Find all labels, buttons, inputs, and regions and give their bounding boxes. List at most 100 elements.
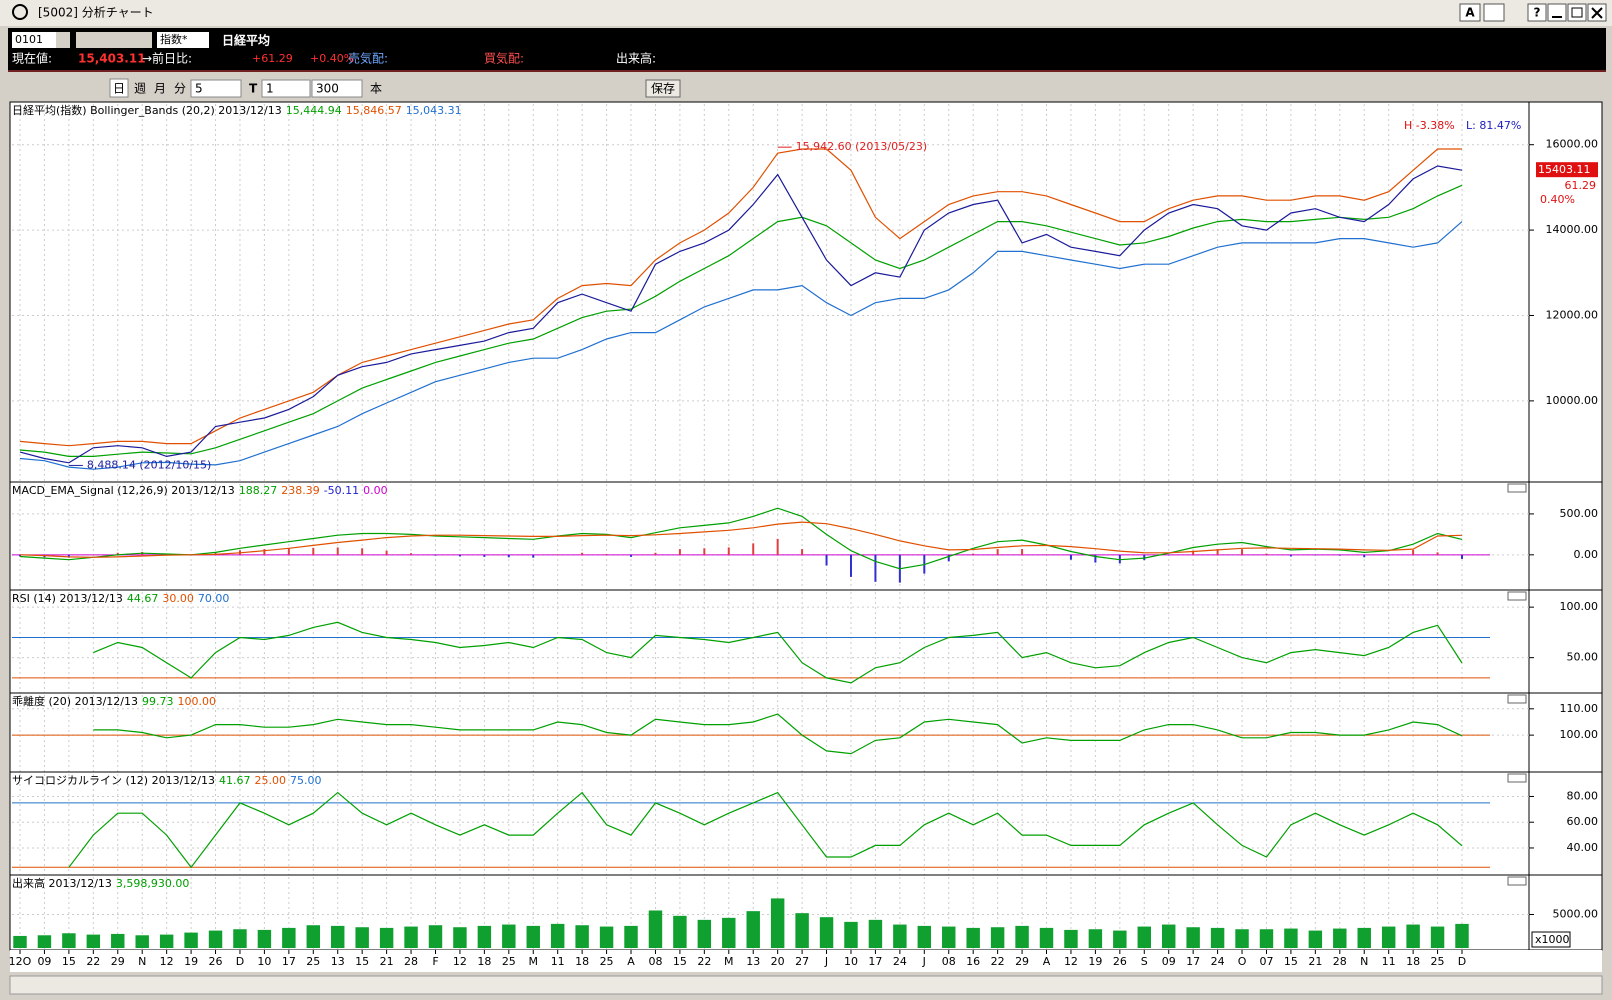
copy-button[interactable] xyxy=(1483,3,1505,22)
volume-bar xyxy=(355,927,369,948)
panel-header: サイコロジカルライン (12) 2013/12/13 41.67 25.00 75.0… xyxy=(12,774,321,787)
volume-bar xyxy=(1137,926,1151,948)
help-button[interactable] xyxy=(1527,3,1547,22)
histogram-bar xyxy=(336,547,339,555)
period-week[interactable]: 週 xyxy=(134,82,146,96)
panel-title: 日経平均(指数) Bollinger_Bands (20,2) 2013/12/… xyxy=(12,103,282,117)
y-tick-label: 110.00 xyxy=(1560,702,1599,715)
histogram-bar xyxy=(385,550,388,555)
count-value[interactable]: 300 xyxy=(316,82,339,96)
volume-bar xyxy=(135,935,149,948)
legend-value: 44.67 xyxy=(127,592,159,605)
annotation: 15,942.60 (2013/05/23) xyxy=(796,140,927,153)
index-name: 日経平均 xyxy=(222,33,270,48)
header-icons[interactable] xyxy=(76,32,152,48)
legend-value: 15,846.57 xyxy=(346,104,402,117)
change: +61.29 xyxy=(252,52,293,65)
histogram-bar xyxy=(556,554,559,555)
t-value[interactable]: 1 xyxy=(266,82,274,96)
help-button-label[interactable]: ? xyxy=(1534,6,1541,20)
scrollbar[interactable] xyxy=(9,975,1603,995)
histogram-bar xyxy=(92,554,95,556)
window-title: [5002] 分析チャート xyxy=(38,6,154,20)
period-minute[interactable]: 分 xyxy=(174,82,186,96)
x-tick-label: 15 xyxy=(355,955,369,968)
minutes-select[interactable] xyxy=(190,79,242,98)
histogram-bar xyxy=(1167,554,1170,556)
index-type-select[interactable] xyxy=(157,32,209,48)
count-select[interactable] xyxy=(311,79,363,98)
x-tick-label: 21 xyxy=(380,955,394,968)
x-tick-label: 09 xyxy=(1162,955,1176,968)
volume-bar xyxy=(893,924,907,948)
histogram-bar xyxy=(825,554,828,566)
reference-label: 30.00 xyxy=(162,592,194,605)
volume-bar xyxy=(111,933,125,948)
histogram-bar xyxy=(727,547,730,555)
volume-bar xyxy=(1357,927,1371,948)
change-pct: +0.40% xyxy=(310,52,354,65)
x-tick-label: 10 xyxy=(257,955,271,968)
panel-title: 乖離度 (20) 2013/12/13 xyxy=(12,694,138,708)
close-glyph xyxy=(1591,7,1603,19)
t-select[interactable] xyxy=(261,79,311,98)
low-pct: L: 81.47% xyxy=(1466,119,1521,132)
code-dropdown[interactable] xyxy=(56,32,70,48)
window-button-label[interactable]: A xyxy=(1465,6,1475,20)
series-line xyxy=(19,521,1463,558)
x-tick-label: 12 xyxy=(453,955,467,968)
index-type[interactable]: 指数* xyxy=(160,32,188,46)
legend-value: 188.27 xyxy=(239,484,278,497)
period-day[interactable]: 日 xyxy=(113,82,125,96)
volume-bar xyxy=(1186,927,1200,948)
histogram-bar xyxy=(752,543,755,555)
x-tick-label: M xyxy=(724,955,734,968)
x-tick-label: 18 xyxy=(575,955,589,968)
volume-bar xyxy=(62,933,76,948)
x-tick-label: 18 xyxy=(477,955,491,968)
x-tick-label: A xyxy=(627,955,635,968)
volume-bar xyxy=(1284,928,1298,948)
unit-label: x1000 xyxy=(1535,933,1570,946)
x-tick-label: 25 xyxy=(1431,955,1445,968)
panel-header: 日経平均(指数) Bollinger_Bands (20,2) 2013/12/… xyxy=(12,103,462,117)
x-tick-label: 22 xyxy=(697,955,711,968)
current-label: 現在値: xyxy=(12,51,52,66)
volume-bar xyxy=(379,927,394,948)
minutes-value[interactable]: 5 xyxy=(195,82,203,96)
unit-box xyxy=(1531,931,1571,948)
x-tick-label: 13 xyxy=(746,955,760,968)
x-tick-label: 08 xyxy=(648,955,662,968)
volume-bar xyxy=(1210,927,1225,948)
histogram-bar xyxy=(214,552,217,555)
volume-bar xyxy=(746,911,760,948)
y-tick-label: 16000.00 xyxy=(1546,138,1599,151)
volume-bar xyxy=(1064,929,1078,948)
restore-button[interactable] xyxy=(1567,3,1587,22)
window-button[interactable] xyxy=(1459,3,1481,22)
x-tick-label: 21 xyxy=(1308,955,1322,968)
series-line xyxy=(68,791,1463,869)
volume-bar xyxy=(624,925,638,948)
histogram-bar xyxy=(996,549,999,555)
panel-controls xyxy=(1507,591,1527,601)
x-tick-label: 16 xyxy=(966,955,980,968)
period-month[interactable]: 月 xyxy=(154,82,166,96)
histogram-bar xyxy=(849,554,852,577)
period-button[interactable] xyxy=(109,78,129,98)
save-label[interactable]: 保存 xyxy=(651,82,675,96)
prev-label: →前日比: xyxy=(142,51,192,66)
volume-bar xyxy=(1113,930,1127,948)
code-value[interactable]: 0101 xyxy=(15,33,43,46)
volume-bar xyxy=(917,925,932,948)
histogram-bar xyxy=(67,554,70,558)
y-tick-label: 12000.00 xyxy=(1546,308,1599,321)
high-pct: H -3.38% xyxy=(1404,119,1455,132)
minimize-button[interactable] xyxy=(1547,3,1567,22)
toolbar xyxy=(8,76,1606,100)
save-button[interactable] xyxy=(645,79,681,98)
volume-bar xyxy=(208,930,223,948)
histogram-bar xyxy=(630,554,633,557)
code-input[interactable] xyxy=(12,32,70,48)
